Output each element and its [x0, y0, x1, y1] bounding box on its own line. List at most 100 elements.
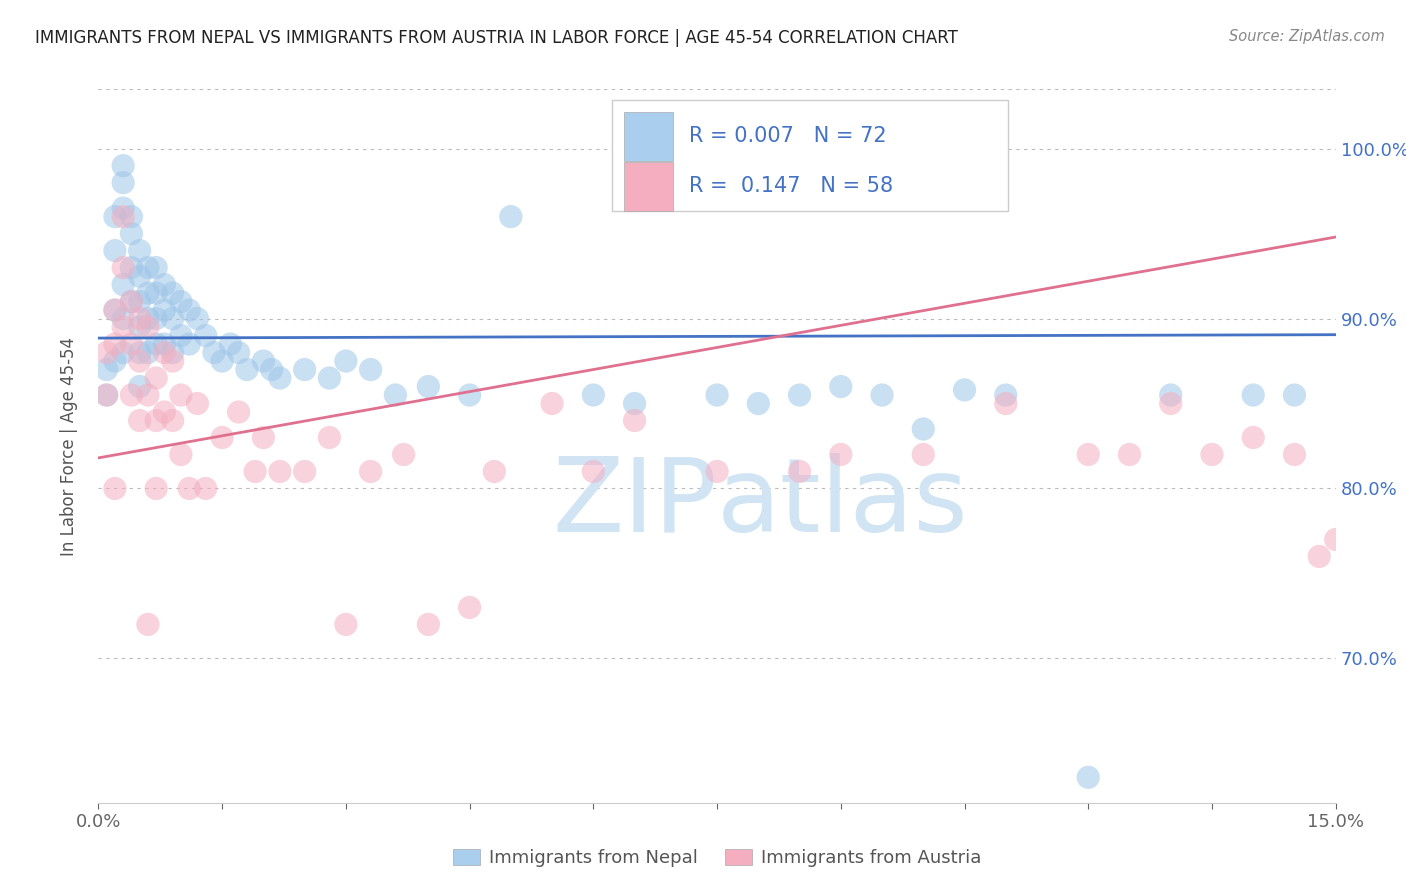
Point: [499, 210, 522, 224]
Point: [136, 320, 159, 334]
Point: [623, 413, 645, 427]
Point: [120, 294, 142, 309]
Point: [153, 303, 176, 318]
Point: [418, 379, 440, 393]
Point: [104, 303, 127, 318]
Point: [870, 388, 893, 402]
Point: [1118, 448, 1140, 462]
Point: [830, 379, 852, 393]
Point: [96, 345, 118, 359]
Point: [623, 396, 645, 410]
Point: [194, 482, 217, 496]
Point: [392, 448, 415, 462]
Point: [162, 311, 184, 326]
Point: [1284, 388, 1306, 402]
Point: [136, 617, 159, 632]
Point: [252, 430, 274, 444]
Point: [136, 286, 159, 301]
Point: [145, 371, 167, 385]
Point: [228, 405, 250, 419]
Point: [128, 320, 150, 334]
Point: [335, 617, 357, 632]
Point: [96, 388, 118, 402]
Point: [145, 311, 167, 326]
Point: [112, 345, 135, 359]
Point: [153, 277, 176, 292]
Point: [243, 465, 266, 479]
Point: [252, 354, 274, 368]
Point: [112, 210, 135, 224]
Point: [112, 201, 135, 215]
Point: [104, 482, 127, 496]
Point: [318, 430, 340, 444]
Point: [153, 405, 176, 419]
Point: [269, 371, 291, 385]
Point: [211, 430, 233, 444]
Point: [112, 320, 135, 334]
Point: [170, 294, 193, 309]
Point: [112, 260, 135, 275]
Point: [128, 379, 150, 393]
Point: [1201, 448, 1223, 462]
Point: [162, 413, 184, 427]
Point: [294, 465, 316, 479]
Point: [202, 345, 225, 359]
Point: [236, 362, 259, 376]
FancyBboxPatch shape: [624, 161, 672, 211]
Point: [120, 294, 142, 309]
Point: [145, 337, 167, 351]
Point: [186, 311, 208, 326]
Point: [1160, 388, 1182, 402]
Point: [162, 345, 184, 359]
Point: [582, 465, 605, 479]
Point: [112, 159, 135, 173]
Point: [1324, 533, 1347, 547]
Point: [170, 448, 193, 462]
Point: [582, 388, 605, 402]
Point: [136, 345, 159, 359]
Point: [128, 354, 150, 368]
Point: [789, 465, 811, 479]
Point: [294, 362, 316, 376]
Point: [1160, 396, 1182, 410]
Text: ZIP: ZIP: [553, 452, 717, 554]
Legend: Immigrants from Nepal, Immigrants from Austria: Immigrants from Nepal, Immigrants from A…: [444, 839, 990, 876]
Point: [112, 277, 135, 292]
Point: [136, 311, 159, 326]
Text: R =  0.147   N = 58: R = 0.147 N = 58: [689, 177, 893, 196]
FancyBboxPatch shape: [624, 112, 672, 161]
Point: [953, 383, 976, 397]
Point: [541, 396, 564, 410]
Point: [194, 328, 217, 343]
Point: [170, 328, 193, 343]
Text: atlas: atlas: [717, 452, 969, 554]
Point: [120, 260, 142, 275]
Point: [170, 388, 193, 402]
Point: [153, 345, 176, 359]
Point: [211, 354, 233, 368]
FancyBboxPatch shape: [612, 100, 1008, 211]
Point: [912, 448, 935, 462]
Point: [1241, 430, 1264, 444]
Point: [912, 422, 935, 436]
Point: [706, 465, 728, 479]
Point: [318, 371, 340, 385]
Point: [104, 210, 127, 224]
Point: [162, 286, 184, 301]
Point: [128, 311, 150, 326]
Point: [120, 210, 142, 224]
Point: [112, 311, 135, 326]
Point: [145, 482, 167, 496]
Point: [128, 294, 150, 309]
Point: [994, 388, 1017, 402]
Point: [1241, 388, 1264, 402]
Point: [458, 388, 481, 402]
Point: [104, 337, 127, 351]
Point: [112, 176, 135, 190]
Point: [128, 244, 150, 258]
Point: [179, 337, 201, 351]
Point: [104, 244, 127, 258]
Point: [96, 388, 118, 402]
Point: [120, 388, 142, 402]
Point: [789, 388, 811, 402]
